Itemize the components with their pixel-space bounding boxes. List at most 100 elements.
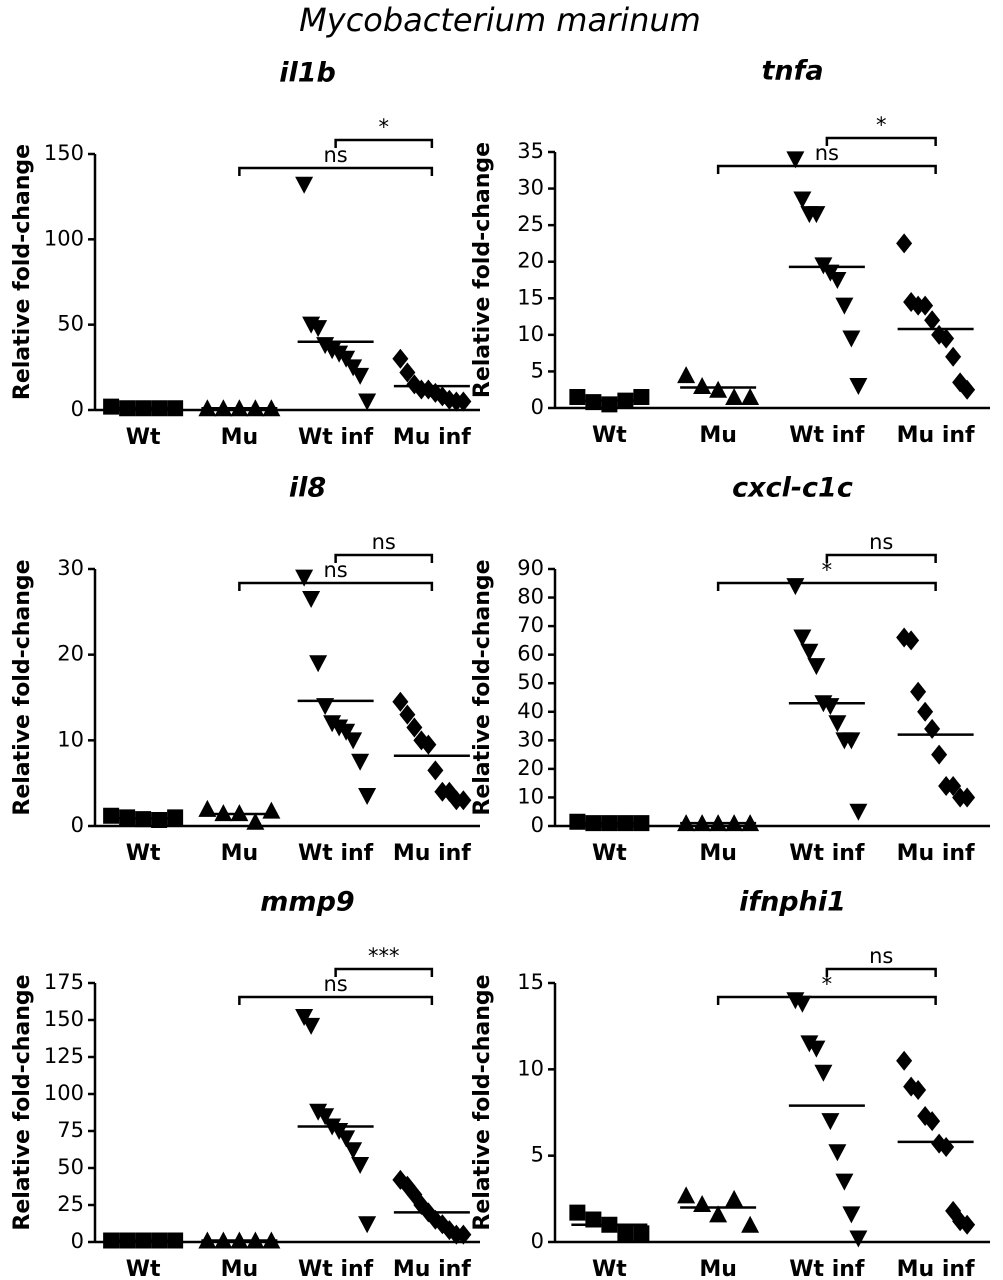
- significance-bracket: [716, 995, 937, 1005]
- significance-label: ns: [869, 944, 893, 968]
- significance-label: *: [876, 113, 887, 137]
- data-point: [959, 379, 976, 400]
- x-tick-label: Wt: [126, 1257, 161, 1280]
- significance-bracket: [334, 553, 434, 563]
- data-point: [569, 1204, 586, 1221]
- significance-bracket: [825, 553, 937, 563]
- data-point: [617, 1225, 634, 1242]
- data-point: [677, 366, 696, 384]
- x-tick-label: Wt: [126, 841, 161, 866]
- data-point: [633, 1225, 650, 1242]
- y-tick-label: 0: [531, 813, 544, 837]
- y-tick-label: 125: [44, 1044, 84, 1068]
- data-point: [800, 643, 819, 661]
- x-tick-label: Wt: [592, 1257, 627, 1280]
- data-point: [842, 732, 861, 750]
- y-tick-label: 30: [517, 176, 544, 200]
- data-point: [351, 367, 370, 385]
- data-point: [262, 801, 281, 819]
- data-point: [903, 630, 920, 651]
- data-point: [344, 732, 363, 750]
- data-point: [786, 578, 805, 596]
- significance-bracket: [238, 166, 434, 176]
- chart-title: tnfa: [761, 56, 823, 87]
- x-tick-label: Mu inf: [897, 1257, 975, 1280]
- data-point: [828, 715, 847, 733]
- x-tick-label: Wt inf: [789, 423, 865, 448]
- y-tick-label: 30: [57, 556, 84, 580]
- x-tick-label: Mu: [221, 841, 259, 866]
- x-tick-label: Wt: [592, 841, 627, 866]
- data-point: [344, 359, 363, 377]
- data-point: [924, 1111, 941, 1132]
- data-point: [392, 691, 409, 712]
- significance-label: ns: [869, 530, 893, 554]
- significance-bracket: [825, 967, 937, 977]
- data-point: [151, 812, 168, 829]
- data-point: [835, 297, 854, 315]
- significance-label: *: [379, 115, 390, 139]
- data-point: [455, 391, 472, 412]
- y-axis-label: Relative fold-change: [470, 142, 495, 398]
- data-point: [693, 377, 712, 395]
- y-axis-label: Relative fold-change: [470, 974, 495, 1230]
- data-point: [337, 1130, 356, 1148]
- data-point: [849, 1230, 868, 1248]
- y-tick-label: 10: [57, 727, 84, 751]
- data-point: [828, 272, 847, 289]
- y-tick-label: 100: [44, 226, 84, 250]
- y-tick-label: 50: [57, 312, 84, 336]
- data-point: [399, 362, 416, 383]
- y-tick-label: 0: [531, 395, 544, 419]
- data-point: [709, 1205, 728, 1223]
- data-point: [793, 191, 812, 209]
- data-point: [344, 1142, 363, 1160]
- data-point: [807, 658, 826, 676]
- data-point: [420, 734, 437, 755]
- x-tick-label: Mu inf: [393, 1257, 471, 1280]
- data-point: [896, 233, 913, 254]
- data-point: [392, 348, 409, 369]
- data-point: [358, 1216, 377, 1234]
- significance-bracket: [334, 138, 434, 148]
- data-point: [330, 719, 349, 737]
- x-tick-label: Mu: [221, 1257, 259, 1280]
- y-tick-label: 100: [44, 1081, 84, 1105]
- data-point: [793, 995, 812, 1013]
- y-tick-label: 30: [517, 727, 544, 751]
- data-point: [246, 812, 265, 830]
- y-tick-label: 15: [517, 285, 544, 309]
- data-point: [323, 715, 342, 733]
- data-point: [693, 1195, 712, 1213]
- x-tick-label: Mu: [699, 1257, 737, 1280]
- y-tick-label: 75: [57, 1118, 84, 1142]
- data-point: [633, 389, 650, 406]
- data-point: [725, 388, 744, 406]
- data-point: [295, 176, 314, 194]
- x-tick-label: Mu inf: [897, 423, 975, 448]
- data-point: [835, 1173, 854, 1191]
- x-tick-label: Wt inf: [298, 841, 374, 866]
- y-tick-label: 50: [57, 1155, 84, 1179]
- y-tick-label: 50: [517, 670, 544, 694]
- y-tick-label: 20: [517, 249, 544, 273]
- chart-title: ifnphi1: [739, 887, 846, 918]
- data-point: [842, 330, 861, 348]
- data-point: [427, 760, 444, 781]
- data-point: [399, 704, 416, 725]
- data-point: [230, 804, 249, 822]
- data-point: [741, 388, 760, 406]
- y-tick-label: 0: [531, 1229, 544, 1253]
- x-tick-label: Wt inf: [789, 841, 865, 866]
- y-tick-label: 10: [517, 1056, 544, 1080]
- y-tick-label: 25: [517, 212, 544, 236]
- y-tick-label: 150: [44, 141, 84, 165]
- data-point: [302, 590, 321, 608]
- data-point: [849, 803, 868, 821]
- data-point: [316, 1108, 335, 1126]
- chart-title: il1b: [279, 58, 336, 89]
- data-point: [786, 151, 805, 169]
- data-point: [807, 1040, 826, 1058]
- data-point: [585, 394, 602, 411]
- data-point: [917, 701, 934, 722]
